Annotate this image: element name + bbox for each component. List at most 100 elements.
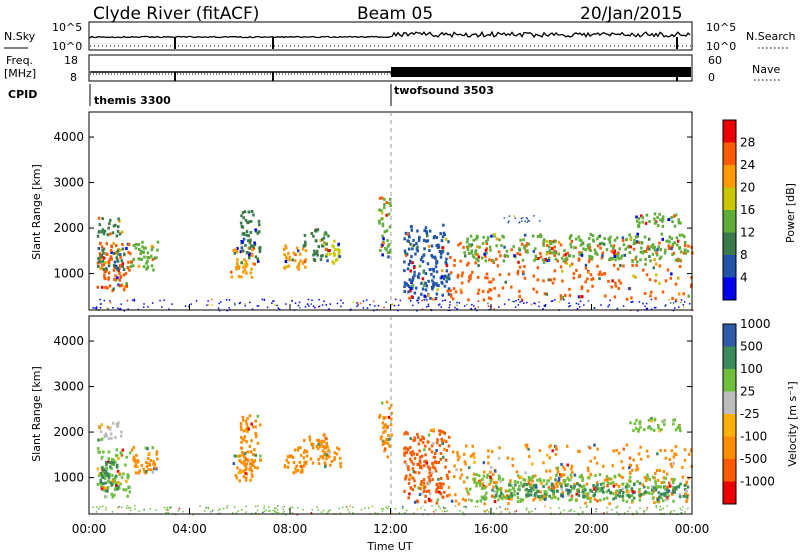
power-cell bbox=[133, 298, 135, 301]
power-cell bbox=[254, 228, 257, 232]
power-cell bbox=[634, 257, 637, 261]
velocity-cell bbox=[683, 483, 687, 487]
velocity-cell bbox=[662, 476, 666, 480]
power-cell bbox=[315, 239, 318, 243]
velocity-cell bbox=[445, 440, 448, 444]
power-cell bbox=[460, 281, 464, 285]
velocity-cell bbox=[531, 462, 534, 466]
power-cell bbox=[617, 279, 621, 283]
velocity-cell bbox=[329, 463, 332, 467]
velocity-cell bbox=[555, 482, 558, 485]
velocity-cell bbox=[447, 485, 451, 489]
power-cell bbox=[409, 269, 412, 273]
power-cell bbox=[613, 295, 617, 299]
velocity-cell bbox=[103, 477, 107, 480]
power-cell bbox=[446, 252, 450, 256]
velocity-cell bbox=[388, 406, 391, 410]
velocity-cell bbox=[243, 454, 246, 458]
power-cell bbox=[489, 248, 492, 252]
power-cell bbox=[470, 249, 474, 253]
power-cell bbox=[612, 244, 616, 248]
velocity-cell bbox=[341, 506, 344, 509]
power-cell bbox=[321, 244, 324, 248]
velocity-cell bbox=[459, 510, 461, 512]
power-cell bbox=[108, 271, 111, 275]
velocity-cell bbox=[434, 469, 438, 473]
power-cell bbox=[518, 294, 521, 298]
power-cell bbox=[519, 301, 521, 303]
velocity-cell bbox=[594, 474, 597, 478]
power-cell bbox=[481, 241, 485, 245]
velocity-cell bbox=[237, 471, 240, 475]
power-cell bbox=[516, 272, 520, 276]
power-cell bbox=[393, 304, 396, 307]
power-cell bbox=[497, 250, 501, 254]
power-cell bbox=[288, 255, 291, 259]
velocity-cell bbox=[476, 481, 479, 485]
velocity-cell bbox=[611, 508, 613, 511]
power-cell bbox=[408, 235, 411, 239]
velocity-cell bbox=[625, 443, 629, 447]
velocity-cell bbox=[105, 463, 108, 467]
power-cell bbox=[466, 303, 468, 306]
power-cell bbox=[310, 303, 312, 305]
power-region-9 bbox=[378, 196, 392, 259]
power-cell bbox=[553, 269, 557, 273]
velocity-cell bbox=[615, 506, 617, 509]
power-cell bbox=[431, 279, 434, 283]
power-cell bbox=[427, 279, 430, 283]
power-cell bbox=[291, 258, 294, 262]
velocity-cell bbox=[510, 494, 514, 498]
velocity-cell bbox=[254, 453, 257, 457]
velocity-cell bbox=[387, 415, 391, 419]
velocity-cell bbox=[654, 472, 657, 475]
velocity-cell bbox=[652, 486, 656, 490]
power-cell bbox=[671, 253, 674, 256]
power-cell bbox=[661, 237, 664, 241]
power-cell bbox=[472, 238, 475, 242]
velocity-cell bbox=[490, 465, 493, 469]
power-cell bbox=[586, 243, 590, 247]
velocity-cell bbox=[543, 490, 547, 494]
velocity-cell bbox=[629, 421, 632, 425]
velocity-cell bbox=[419, 487, 422, 491]
power-cell bbox=[656, 253, 659, 257]
velocity-cell bbox=[568, 490, 572, 494]
velocity-cell bbox=[632, 496, 636, 500]
power-cell bbox=[686, 249, 690, 253]
velocity-cell bbox=[556, 484, 559, 488]
velocity-cell bbox=[321, 444, 324, 448]
velocity-cell bbox=[286, 455, 290, 459]
velocity-cell bbox=[615, 482, 618, 486]
velocity-cell bbox=[646, 486, 650, 490]
velocity-cell bbox=[300, 453, 303, 457]
velocity-cell bbox=[98, 472, 102, 476]
power-cell bbox=[425, 231, 429, 235]
power-cell bbox=[119, 307, 122, 310]
velocity-cell bbox=[111, 479, 114, 483]
power-cell bbox=[596, 264, 599, 268]
velocity-cell bbox=[403, 432, 406, 436]
velocity-cell bbox=[247, 458, 250, 462]
velocity-cell bbox=[531, 474, 535, 478]
velocity-cell bbox=[299, 446, 302, 450]
velocity-cell bbox=[105, 509, 107, 511]
velocity-cell bbox=[319, 455, 322, 459]
power-cell bbox=[664, 304, 667, 306]
power-cell bbox=[332, 245, 335, 249]
velocity-cell bbox=[420, 480, 423, 483]
power-cell bbox=[518, 265, 522, 269]
velocity-cell bbox=[403, 460, 407, 464]
time-axis-label: Time UT bbox=[366, 540, 412, 553]
power-cell bbox=[325, 242, 328, 246]
velocity-cell bbox=[255, 435, 258, 439]
velocity-cell bbox=[476, 505, 479, 508]
velocity-cell bbox=[463, 460, 467, 464]
velocity-cell bbox=[480, 495, 484, 499]
power-cell bbox=[524, 249, 528, 253]
power-cell bbox=[564, 252, 568, 256]
power-cell bbox=[285, 257, 288, 261]
power-cell bbox=[671, 220, 674, 224]
power-cell bbox=[383, 306, 385, 309]
power-cell bbox=[684, 251, 688, 255]
